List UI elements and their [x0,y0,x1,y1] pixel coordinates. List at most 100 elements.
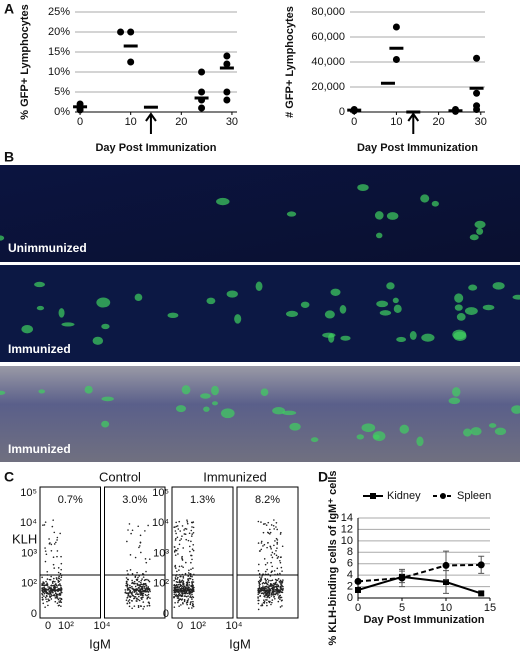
flow-event [189,603,192,606]
flow-event [56,594,58,597]
flow-event [50,591,52,593]
flow-event [259,594,262,597]
flow-event [59,588,62,590]
flow-event [279,533,282,535]
flow-event [59,583,61,585]
flow-event [178,565,181,568]
flow-event [55,597,57,599]
flow-event [148,558,151,560]
flow-event [262,545,264,547]
flow-event [188,586,190,589]
flow-event [44,547,46,549]
flow-event [187,598,190,600]
flow-event [192,531,195,534]
flow-event [181,579,184,582]
flow-event [191,575,193,578]
flow-event [276,539,279,541]
flow-event [46,600,48,603]
flow-event [128,599,131,601]
flow-event [173,606,176,608]
flow-event [259,580,262,583]
x-tick-label: 10 [390,116,402,128]
flow-event [192,549,195,552]
flow-event [145,561,148,564]
x-tick-label: 15 [484,602,496,614]
flow-event [55,541,57,544]
flow-event [262,573,264,575]
flow-event [52,556,55,558]
flow-event [182,577,185,579]
flow-event [277,600,280,603]
cell-spot [220,408,235,419]
flow-event [147,524,149,527]
flow-event [174,586,176,589]
flow-event [264,570,267,573]
flow-event [276,528,278,531]
flow-event [191,526,193,528]
flow-event [273,582,275,585]
flow-event [48,586,51,588]
flow-event [50,575,52,578]
flow-event [174,539,177,541]
flow-event [185,561,187,564]
flow-event [266,531,269,534]
flow-event [181,585,184,588]
flow-event [276,567,279,570]
flow-event [280,591,283,593]
flow-event [60,579,62,581]
flow-event [176,573,178,576]
x-tick-label: 10 [125,116,137,128]
cell-spot [452,329,467,340]
flow-event [59,599,62,602]
flow-event [275,537,278,540]
flow-event [177,576,179,579]
flow-event [177,595,180,598]
flow-event [58,594,60,596]
cell-spot [386,212,399,220]
flow-event [173,593,176,596]
flow-event [43,584,46,587]
flow-event [57,577,60,579]
flow-event [180,594,183,597]
flow-event [138,599,141,602]
flow-event [135,600,138,602]
x-tick-label: 0 [355,602,361,614]
flow-event [191,578,194,581]
cell-spot [399,424,410,434]
flow-event [257,563,260,566]
flow-event [53,577,55,580]
flow-box [171,486,234,619]
flow-event [175,525,178,528]
flow-event [51,589,54,591]
flow-event [185,538,188,541]
flow-event [50,598,53,600]
flow-event [188,577,191,580]
cell-spot [226,290,238,298]
flow-event [274,540,276,542]
y-tick-label: 60,000 [311,31,345,43]
flow-event [41,576,43,579]
cell-spot [488,423,497,428]
flow-event [43,595,45,597]
x-tick-label: 20 [432,116,444,128]
flow-event [257,593,259,596]
cell-spot [361,423,376,433]
flow-event [126,597,129,599]
flow-event [184,533,187,536]
flow-event [138,595,140,598]
flow-event [191,583,194,585]
flow-event [141,578,143,580]
flow-event [57,593,59,596]
flow-event [45,553,48,556]
flow-event [57,584,60,586]
flow-event [260,586,263,589]
flow-event [131,607,133,610]
flow-event [182,583,184,586]
flow-event [60,586,62,589]
flow-event [281,570,283,572]
flow-event [271,565,273,568]
flow-event [280,599,283,602]
cell-spot [216,197,230,206]
flow-event [279,589,281,591]
flow-event [273,528,275,530]
